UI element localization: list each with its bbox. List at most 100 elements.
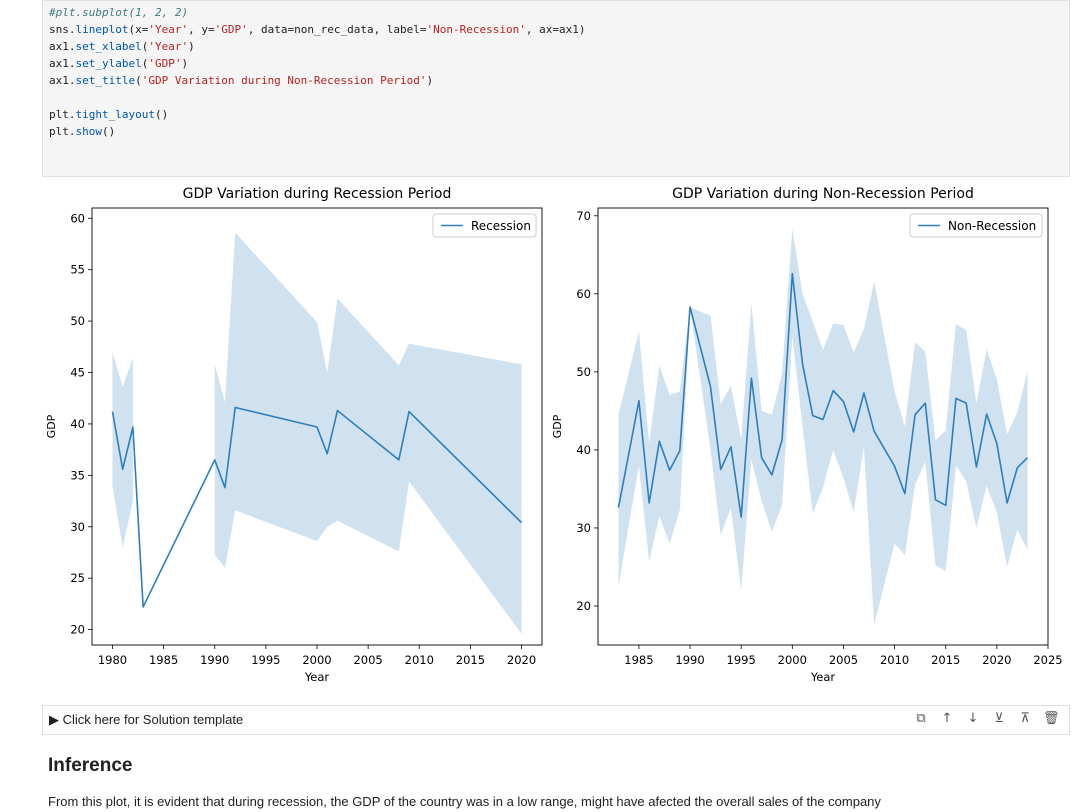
code-token: (x=: [128, 23, 149, 36]
chart-1: 1980 1985 1990 1995 2000 2005 2010 2015 20202025…: [45, 186, 543, 684]
code-token: lineplot: [75, 23, 129, 36]
y-tick-label: 70: [576, 209, 591, 223]
move-up-icon[interactable]: ↑: [941, 711, 953, 726]
code-token: (): [154, 108, 169, 121]
x-tick-label: 2020: [507, 653, 536, 667]
code-token: (: [141, 57, 149, 70]
inference-heading: Inference: [48, 755, 133, 776]
code-token: (): [102, 125, 116, 138]
x-tick-label: 2015: [931, 653, 960, 667]
x-axis-label: Year: [810, 670, 836, 684]
code-token: show: [75, 125, 103, 138]
copy-icon[interactable]: ⧉: [916, 711, 926, 726]
insert-below-icon[interactable]: ⊼: [1020, 711, 1030, 726]
y-tick-label: 40: [576, 443, 591, 457]
y-tick-label: 40: [70, 417, 85, 431]
code-token: ): [188, 40, 195, 53]
cell-toolbar: ⧉ ↑ ↓ ⊻ ⊼ 🗑: [913, 711, 1059, 727]
code-token: 'Year': [148, 40, 189, 53]
x-tick-label: 1985: [624, 653, 653, 667]
code-token: ax1.: [49, 40, 76, 53]
code-token: sns.: [49, 23, 76, 36]
code-token: 'GDP': [148, 57, 182, 70]
solution-template-toggle[interactable]: ▶ Click here for Solution template ⧉ ↑ ↓…: [42, 705, 1070, 735]
code-line: ax1.set_ylabel('GDP'): [49, 55, 1069, 72]
chart-title: GDP Variation during Non-Recession Perio…: [672, 186, 974, 202]
y-tick-label: 20: [70, 623, 85, 637]
move-down-icon[interactable]: ↓: [967, 711, 979, 726]
code-token: set_ylabel: [75, 57, 142, 70]
code-token: (: [135, 74, 142, 87]
x-tick-label: 2020: [982, 653, 1011, 667]
x-tick-label: 1985: [149, 653, 178, 667]
code-token: , data=non_rec_data, label=: [247, 23, 427, 36]
code-token: set_title: [75, 74, 136, 87]
x-tick-label: 2005: [829, 653, 858, 667]
code-line: plt.show(): [49, 123, 1069, 140]
code-token: ): [426, 74, 434, 87]
x-tick-label: 1995: [727, 653, 756, 667]
insert-above-icon[interactable]: ⊻: [994, 711, 1004, 726]
x-tick-label: 2010: [880, 653, 909, 667]
x-tick-label: 2015: [456, 653, 485, 667]
chart-2: 1985 1990 1995 2000 2005 2010 2015 2020 20252030…: [551, 186, 1063, 684]
confidence-band: [214, 232, 522, 634]
solution-template-label[interactable]: ▶ Click here for Solution template: [49, 712, 244, 727]
y-tick-label: 60: [576, 287, 591, 301]
y-tick-label: 45: [70, 366, 85, 380]
x-tick-label: 2000: [778, 653, 807, 667]
y-axis-label: GDP: [551, 414, 564, 438]
y-tick-label: 60: [70, 211, 85, 225]
code-token: plt.: [49, 108, 76, 121]
code-line: #plt.subplot(1, 2, 2): [49, 4, 1069, 21]
code-line: [49, 89, 1069, 106]
y-tick-label: 55: [70, 263, 85, 277]
x-tick-label: 2005: [353, 653, 382, 667]
plot-output: 1980 1985 1990 1995 2000 2005 2010 2015 2020 20 25…: [42, 180, 1072, 700]
y-axis-label: GDP: [45, 414, 58, 438]
code-token: plt.: [49, 125, 76, 138]
code-token: 'Year': [148, 23, 189, 36]
y-tick-label: 30: [70, 520, 85, 534]
code-token: ax1.: [49, 57, 76, 70]
inference-text: From this plot, it is evident that durin…: [48, 794, 881, 809]
legend-label: Non-Recession: [948, 219, 1036, 233]
x-tick-label: 2010: [405, 653, 434, 667]
y-tick-label: 25: [70, 571, 85, 585]
code-token: , ax=ax1): [525, 23, 586, 36]
code-token: set_xlabel: [75, 40, 142, 53]
legend-label: Recession: [471, 219, 531, 233]
code-token: , y=: [188, 23, 215, 36]
code-token: 'GDP Variation during Non-Recession Peri…: [141, 74, 427, 87]
x-tick-label: 2025: [1033, 653, 1062, 667]
code-token: (: [141, 40, 149, 53]
confidence-band: [112, 351, 133, 548]
confidence-band: [618, 229, 1028, 625]
code-token: ): [181, 57, 189, 70]
y-tick-label: 50: [576, 365, 591, 379]
x-axis-label: Year: [304, 670, 330, 684]
chart-title: GDP Variation during Recession Period: [183, 186, 452, 202]
delete-icon[interactable]: 🗑: [1043, 711, 1060, 726]
x-tick-label: 1990: [675, 653, 704, 667]
charts-svg: 1980 1985 1990 1995 2000 2005 2010 2015 20202025…: [45, 186, 1063, 684]
y-tick-label: 20: [576, 599, 591, 613]
axes-frame: [597, 207, 1049, 646]
code-cell[interactable]: #plt.subplot(1, 2, 2) sns.lineplot(x='Yea…: [42, 0, 1070, 177]
code-token: ax1.: [49, 74, 76, 87]
x-tick-label: 1995: [251, 653, 280, 667]
code-line: plt.tight_layout(): [49, 106, 1069, 123]
code-token: 'Non-Recession': [426, 23, 526, 36]
code-line: ax1.set_xlabel('Year'): [49, 38, 1069, 55]
x-tick-label: 1990: [200, 653, 229, 667]
legend-box: [909, 213, 1043, 238]
code-line: sns.lineplot(x='Year', y='GDP', data=non…: [49, 21, 1069, 38]
code-token: 'GDP': [214, 23, 248, 36]
x-tick-label: 2000: [302, 653, 331, 667]
series-line: [617, 272, 1029, 518]
code-line: ax1.set_title('GDP Variation during Non-…: [49, 72, 1069, 89]
y-tick-label: 30: [576, 521, 591, 535]
code-token: #plt.subplot(1, 2, 2): [49, 6, 189, 19]
x-tick-label: 1980: [98, 653, 127, 667]
y-tick-label: 50: [70, 314, 85, 328]
